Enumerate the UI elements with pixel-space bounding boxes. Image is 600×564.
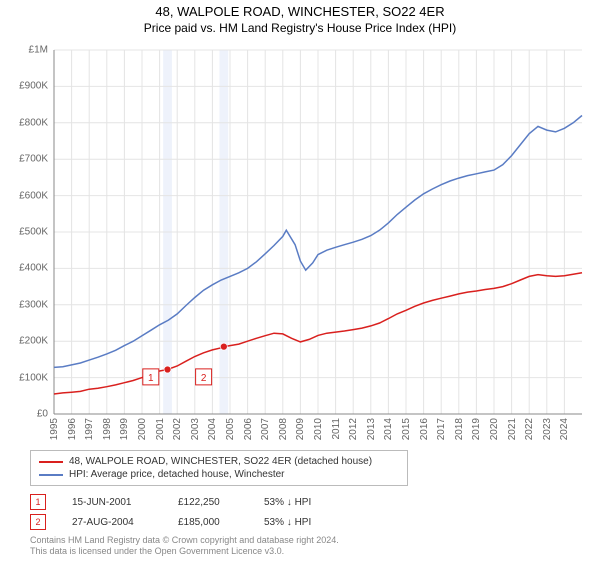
sale-marker-1: 1	[30, 494, 46, 510]
sale-pct-2: 53% ↓ HPI	[264, 517, 311, 528]
x-tick-label: 2016	[419, 418, 430, 440]
footer-line-1: Contains HM Land Registry data © Crown c…	[30, 535, 339, 547]
x-tick-label: 1999	[119, 418, 130, 440]
sale-pct-1: 53% ↓ HPI	[264, 497, 311, 508]
legend-swatch-property	[39, 461, 63, 463]
x-tick-label: 2003	[190, 418, 201, 440]
sale-marker-2: 2	[30, 514, 46, 530]
y-tick-label: £200K	[0, 336, 48, 347]
sale-price-2: £185,000	[178, 517, 238, 528]
legend: 48, WALPOLE ROAD, WINCHESTER, SO22 4ER (…	[30, 450, 408, 486]
svg-text:1: 1	[148, 373, 154, 384]
sale-row-2: 2 27-AUG-2004 £185,000 53% ↓ HPI	[30, 514, 311, 530]
y-tick-label: £800K	[0, 117, 48, 128]
y-tick-label: £300K	[0, 299, 48, 310]
x-tick-label: 2021	[507, 418, 518, 440]
x-tick-label: 2005	[225, 418, 236, 440]
y-tick-label: £900K	[0, 81, 48, 92]
legend-item-property: 48, WALPOLE ROAD, WINCHESTER, SO22 4ER (…	[39, 455, 399, 468]
y-tick-label: £600K	[0, 190, 48, 201]
x-tick-label: 2017	[436, 418, 447, 440]
sale-date-1: 15-JUN-2001	[72, 497, 152, 508]
legend-swatch-hpi	[39, 474, 63, 476]
chart-subtitle: Price paid vs. HM Land Registry's House …	[0, 21, 600, 35]
y-tick-label: £400K	[0, 263, 48, 274]
footer-attribution: Contains HM Land Registry data © Crown c…	[30, 535, 339, 558]
x-tick-label: 2024	[559, 418, 570, 440]
x-tick-label: 2004	[207, 418, 218, 440]
x-tick-label: 2001	[155, 418, 166, 440]
y-tick-label: £100K	[0, 372, 48, 383]
x-tick-label: 1997	[84, 418, 95, 440]
legend-label-property: 48, WALPOLE ROAD, WINCHESTER, SO22 4ER (…	[69, 456, 372, 467]
sale-price-1: £122,250	[178, 497, 238, 508]
x-tick-label: 2022	[524, 418, 535, 440]
footer-line-2: This data is licensed under the Open Gov…	[30, 546, 339, 558]
x-tick-label: 2009	[295, 418, 306, 440]
x-tick-label: 2011	[331, 418, 342, 440]
sale-row-1: 1 15-JUN-2001 £122,250 53% ↓ HPI	[30, 494, 311, 510]
x-tick-label: 2023	[542, 418, 553, 440]
x-tick-label: 1998	[102, 418, 113, 440]
x-tick-label: 2002	[172, 418, 183, 440]
sale-date-2: 27-AUG-2004	[72, 517, 152, 528]
x-tick-label: 2018	[454, 418, 465, 440]
x-tick-label: 2008	[278, 418, 289, 440]
x-tick-label: 2000	[137, 418, 148, 440]
y-tick-label: £500K	[0, 227, 48, 238]
legend-label-hpi: HPI: Average price, detached house, Winc…	[69, 469, 285, 480]
x-tick-label: 2020	[489, 418, 500, 440]
x-tick-label: 2014	[383, 418, 394, 440]
svg-text:2: 2	[201, 373, 207, 384]
y-tick-label: £1M	[0, 45, 48, 56]
x-tick-label: 2013	[366, 418, 377, 440]
chart-title: 48, WALPOLE ROAD, WINCHESTER, SO22 4ER	[0, 4, 600, 19]
legend-item-hpi: HPI: Average price, detached house, Winc…	[39, 468, 399, 481]
x-tick-label: 2006	[243, 418, 254, 440]
x-tick-label: 2007	[260, 418, 271, 440]
x-tick-label: 2019	[471, 418, 482, 440]
chart-plot-area: 12	[54, 50, 582, 414]
x-tick-label: 2010	[313, 418, 324, 440]
x-tick-label: 1996	[67, 418, 78, 440]
x-tick-label: 1995	[49, 418, 60, 440]
x-tick-label: 2015	[401, 418, 412, 440]
y-tick-label: £0	[0, 409, 48, 420]
x-tick-label: 2012	[348, 418, 359, 440]
y-tick-label: £700K	[0, 154, 48, 165]
